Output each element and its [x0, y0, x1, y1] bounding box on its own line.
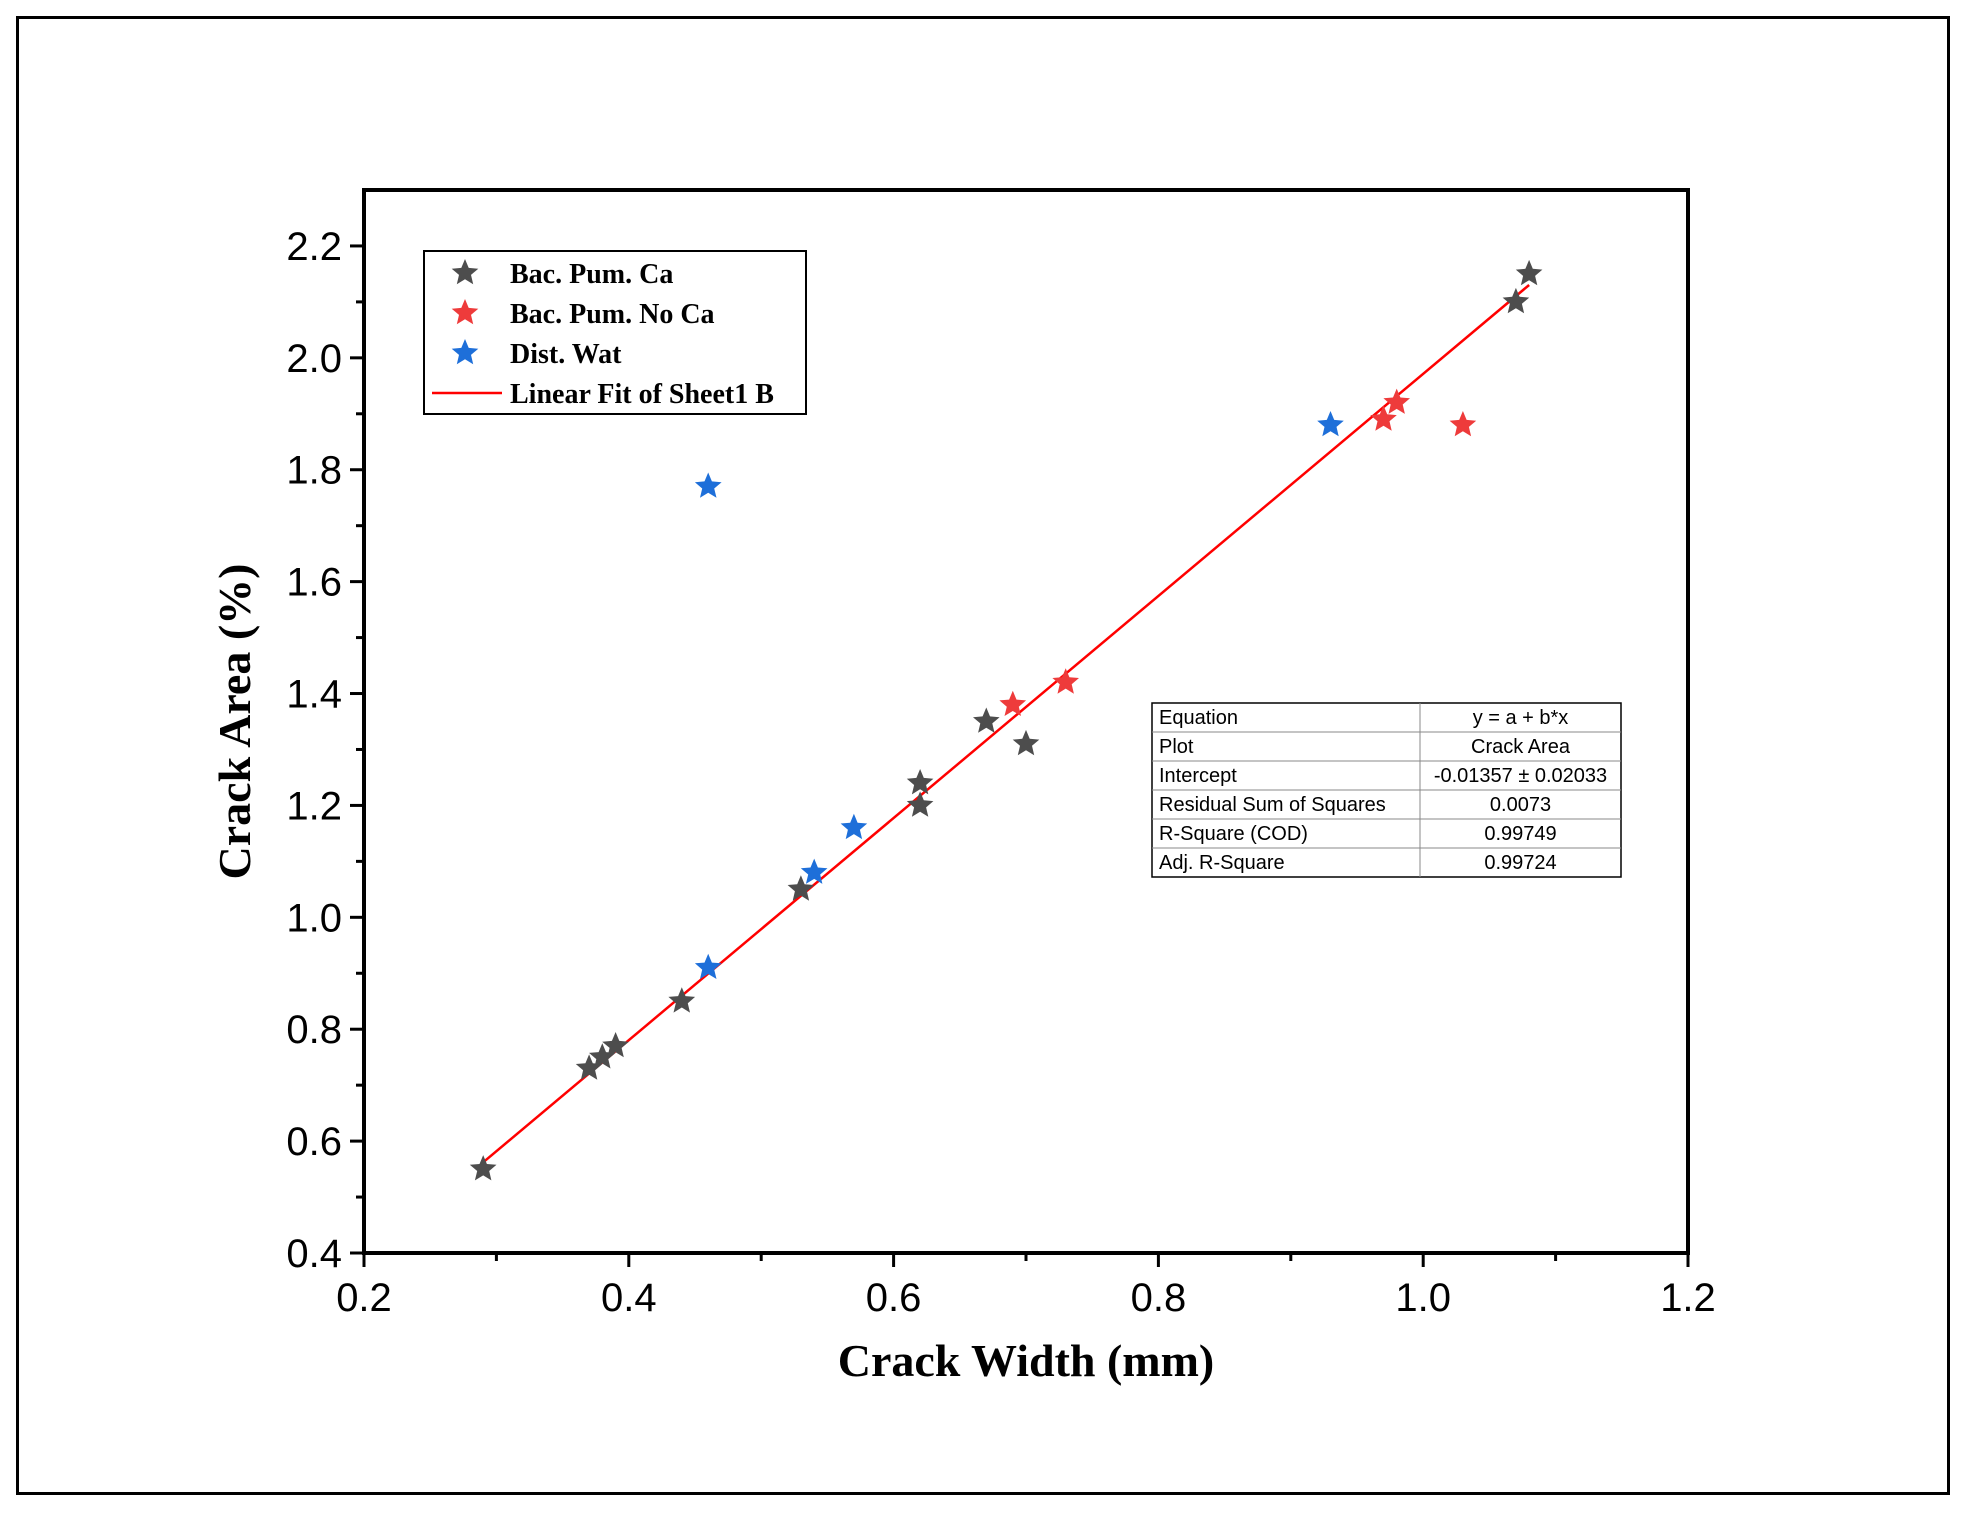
stats-value: Crack Area — [1471, 736, 1571, 758]
x-tick-label: 0.8 — [1131, 1276, 1187, 1320]
point-bac-pum-ca — [787, 875, 815, 901]
fit-stats-table: Equation y = a + b*x Plot Crack Area Interce… — [1151, 702, 1622, 878]
stats-label: Intercept — [1159, 765, 1237, 787]
figure-frame — [16, 16, 1950, 1495]
y-tick-label: 0.4 — [286, 1232, 342, 1276]
point-dist-wat — [694, 953, 722, 979]
linear-fit-line — [482, 284, 1530, 1164]
y-tick-label: 1.6 — [286, 561, 342, 605]
stats-label: R-Square (COD) — [1159, 823, 1308, 845]
point-bac-pum-no-ca — [1052, 668, 1079, 694]
fit-line-group — [482, 284, 1530, 1164]
point-bac-pum-ca — [1515, 259, 1543, 286]
y-tick-label: 2.0 — [286, 337, 342, 381]
y-axis-title: Crack Area (%) — [209, 564, 260, 880]
stats-label: Plot — [1159, 736, 1194, 758]
stats-label: Adj. R-Square — [1159, 852, 1285, 874]
stats-value: 0.99749 — [1484, 823, 1556, 845]
point-bac-pum-ca — [469, 1155, 497, 1181]
point-dist-wat — [840, 813, 868, 840]
legend-star-icon — [451, 299, 479, 325]
legend: Bac. Pum. Ca Bac. Pum. No Ca Dist. Wat Line… — [423, 250, 807, 415]
point-bac-pum-no-ca — [999, 690, 1027, 716]
legend-label: Bac. Pum. Ca — [510, 259, 673, 290]
y-tick-label: 0.8 — [286, 1008, 342, 1052]
x-tick-label: 0.2 — [336, 1276, 392, 1320]
point-bac-pum-ca — [668, 987, 696, 1013]
point-dist-wat — [694, 472, 722, 498]
x-tick-label: 1.2 — [1660, 1276, 1716, 1320]
y-tick-label: 1.8 — [286, 449, 342, 493]
y-tick-label: 2.2 — [286, 225, 342, 269]
point-bac-pum-ca — [973, 707, 1000, 733]
point-bac-pum-ca — [602, 1032, 629, 1058]
point-bac-pum-ca — [1502, 287, 1530, 314]
axes: 0.2 0.4 0.6 0.8 1.0 1.20.40.60.81.01.21.41.61… — [286, 188, 1716, 1320]
point-bac-pum-ca — [575, 1054, 603, 1080]
y-tick-label: 0.6 — [286, 1120, 342, 1164]
point-bac-pum-ca — [906, 769, 934, 795]
stats-value: 0.0073 — [1490, 794, 1551, 816]
stats-label: Residual Sum of Squares — [1159, 794, 1386, 816]
x-tick-label: 0.6 — [866, 1276, 922, 1320]
legend-label: Linear Fit of Sheet1 B — [510, 379, 774, 410]
legend-star-icon — [451, 259, 479, 285]
y-tick-label: 1.2 — [286, 784, 342, 828]
stats-value: 0.99724 — [1484, 852, 1556, 874]
point-bac-pum-ca — [1012, 729, 1040, 756]
x-tick-label: 1.0 — [1395, 1276, 1451, 1320]
point-dist-wat — [1317, 411, 1344, 437]
stats-label: Equation — [1159, 707, 1238, 729]
data-points — [469, 259, 1543, 1181]
stats-value: -0.01357 ± 0.02033 — [1434, 765, 1607, 787]
point-bac-pum-no-ca — [1449, 411, 1477, 437]
y-tick-label: 1.0 — [286, 896, 342, 940]
point-bac-pum-ca — [906, 791, 934, 817]
legend-box — [423, 250, 807, 415]
legend-star-icon — [451, 339, 479, 365]
point-dist-wat — [800, 858, 828, 884]
x-axis-title: Crack Width (mm) — [838, 1335, 1215, 1386]
point-bac-pum-no-ca — [1370, 405, 1397, 431]
point-bac-pum-ca — [589, 1043, 616, 1069]
point-bac-pum-no-ca — [1383, 388, 1410, 414]
y-tick-label: 1.4 — [286, 673, 342, 717]
legend-label: Bac. Pum. No Ca — [510, 299, 715, 330]
stats-value: y = a + b*x — [1473, 707, 1569, 729]
x-tick-label: 0.4 — [601, 1276, 657, 1320]
legend-label: Dist. Wat — [510, 339, 622, 370]
